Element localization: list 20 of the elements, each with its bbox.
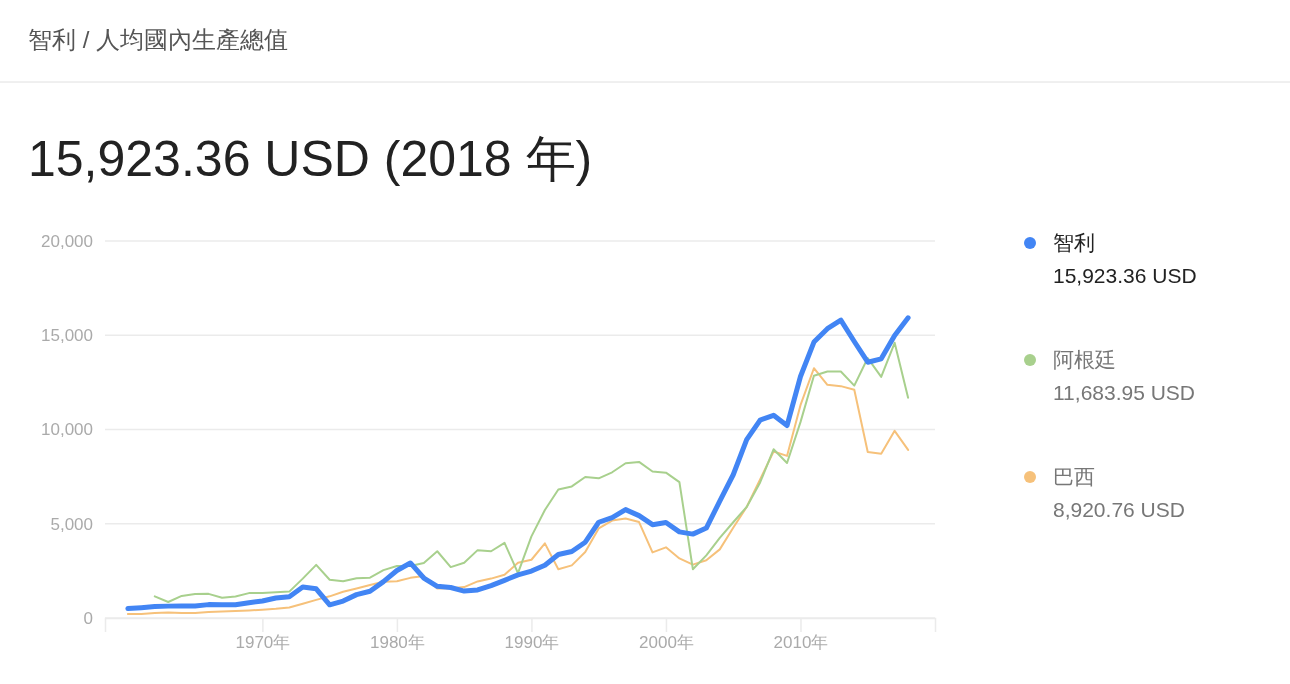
- legend-label: 巴西: [1053, 465, 1095, 488]
- legend-label: 阿根廷: [1053, 348, 1116, 371]
- x-tick-label: 2000年: [639, 633, 694, 653]
- y-tick-label: 20,000: [41, 231, 93, 251]
- legend-label: 智利: [1053, 231, 1095, 254]
- y-tick-label: 10,000: [41, 420, 93, 440]
- y-tick-label: 0: [83, 608, 93, 628]
- y-tick-label: 5,000: [50, 514, 93, 534]
- x-tick-label: 2010年: [773, 633, 829, 653]
- chart-subtitle: 15,923.36 USD (2018 年): [28, 131, 593, 187]
- text: 15,923.36 USD: [1053, 264, 1197, 287]
- line-series: [153, 341, 910, 603]
- y-tick-label: 15,000: [41, 326, 93, 346]
- x-tick-label: 1970年: [235, 633, 291, 653]
- line-series: [126, 367, 910, 616]
- text: 8,920.76 USD: [1053, 498, 1185, 521]
- text: 11,683.95 USD: [1053, 381, 1196, 404]
- x-tick-label: 1980年: [370, 633, 425, 653]
- chart-title: 智利 / 人均國內生產總值: [28, 26, 289, 53]
- x-tick-label: 1990年: [504, 633, 560, 653]
